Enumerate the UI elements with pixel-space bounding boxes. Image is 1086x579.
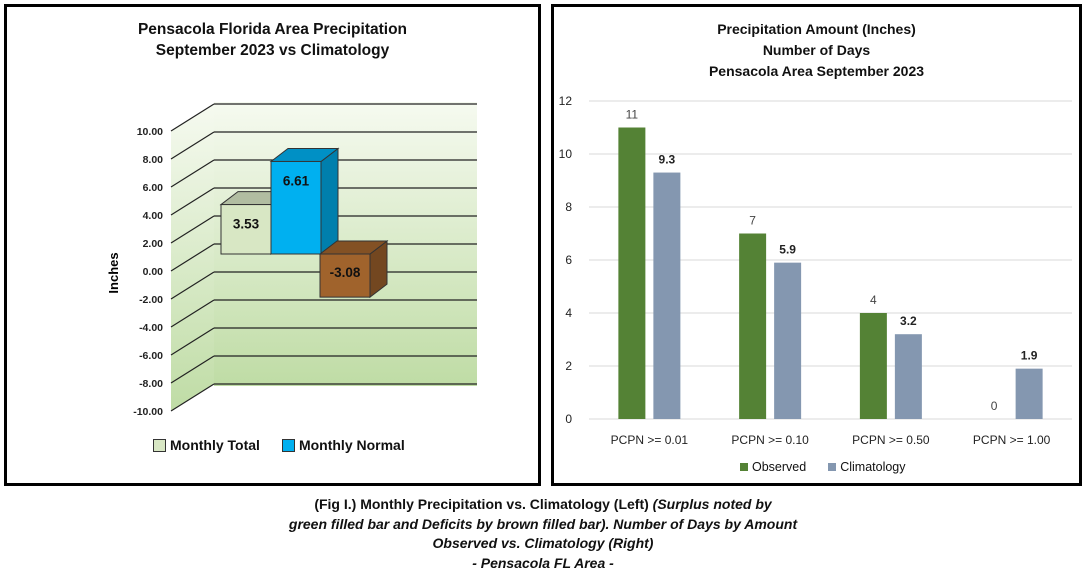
caption-line-3: Observed vs. Climatology (Right) [432, 535, 654, 551]
data-label-climatology: 3.2 [900, 314, 917, 328]
left-y-tick-label: 4.00 [143, 210, 164, 222]
legend-swatch-climatology [828, 463, 837, 471]
left-gridline-diagonal [170, 159, 215, 188]
legend-label-climatology: Climatology [840, 460, 906, 474]
right-y-tick-label: 2 [565, 359, 572, 373]
bar-departure-front [319, 253, 371, 298]
caption-line-1-bold: (Fig I.) Monthly Precipitation vs. Clima… [314, 496, 649, 512]
left-gridline-diagonal [170, 299, 215, 328]
left-chart-plot: 10.00 8.00 6.00 4.00 2.00 0.00 -2.00 -4.00 -6.00… [106, 102, 477, 418]
bar-observed [739, 233, 767, 419]
caption-line-4: - Pensacola FL Area - [472, 554, 614, 571]
right-y-tick-label: 8 [565, 200, 572, 214]
left-y-tick-label: 2.00 [143, 238, 164, 250]
bar-observed [859, 313, 887, 419]
right-title-line-2: Number of Days [762, 42, 871, 58]
legend-label-monthly-total: Monthly Total [170, 437, 260, 453]
left-gridline-diagonal [170, 187, 215, 216]
left-title-line-1: Pensacola Florida Area Precipitation [137, 21, 408, 38]
right-y-tick-label: 0 [565, 412, 572, 426]
legend-item-climatology: Climatology [828, 460, 906, 474]
legend-item-monthly-total: Monthly Total [153, 437, 260, 453]
legend-label-monthly-normal: Monthly Normal [298, 437, 405, 453]
left-y-tick-label: -6.00 [139, 350, 163, 362]
left-y-tick-label: 6.00 [143, 182, 164, 194]
data-label-observed: 0 [991, 399, 998, 413]
right-x-tick-label: PCPN >= 1.00 [973, 433, 1051, 447]
right-chart-title: Precipitation Amount (Inches) Number of … [554, 19, 1079, 82]
left-gridline-diagonal [170, 215, 215, 244]
right-chart-panel: Precipitation Amount (Inches) Number of … [551, 4, 1082, 486]
left-title-line-2: September 2023 vs Climatology [155, 42, 390, 59]
right-title-line-1: Precipitation Amount (Inches) [717, 21, 916, 37]
bar-climatology [894, 334, 922, 419]
data-label-observed: 11 [626, 108, 639, 122]
left-gridline-diagonal [170, 103, 215, 132]
left-y-tick-label: -4.00 [139, 322, 163, 334]
left-y-axis-label: Inches [106, 252, 121, 293]
left-chart-panel: Pensacola Florida Area Precipitation Sep… [4, 4, 541, 486]
right-x-tick-label: PCPN >= 0.10 [731, 433, 809, 447]
data-label-climatology: 9.3 [659, 153, 676, 167]
bar-monthly-normal-side [320, 147, 339, 256]
legend-swatch-monthly-total [153, 438, 166, 452]
bar-departure-label: -3.08 [330, 265, 361, 280]
right-x-tick-label: PCPN >= 0.50 [852, 433, 930, 447]
data-label-observed: 7 [749, 214, 756, 228]
left-gridline-diagonal [170, 243, 215, 272]
right-title-line-3: Pensacola Area September 2023 [708, 63, 925, 79]
right-y-tick-label: 10 [559, 147, 573, 161]
right-x-tick-label: PCPN >= 0.01 [611, 433, 689, 447]
bar-monthly-normal-label: 6.61 [283, 173, 310, 188]
legend-swatch-observed [740, 463, 748, 471]
bar-observed [618, 127, 646, 419]
legend-item-observed: Observed [740, 460, 806, 474]
left-gridline-diagonal [170, 271, 215, 300]
bar-climatology [653, 172, 681, 419]
left-legend: Monthly Total Monthly Normal [153, 437, 427, 453]
data-label-observed: 4 [870, 293, 877, 307]
left-gridline-diagonal [170, 355, 215, 384]
left-y-tick-label: -8.00 [139, 378, 163, 390]
left-y-tick-label: 10.00 [137, 126, 163, 138]
bar-monthly-total-label: 3.53 [233, 217, 260, 232]
bar-climatology [774, 262, 802, 419]
right-legend: Observed Climatology [740, 460, 928, 474]
data-label-climatology: 1.9 [1021, 349, 1038, 363]
left-y-tick-label: -10.00 [133, 406, 163, 418]
right-y-tick-label: 6 [565, 253, 572, 267]
legend-swatch-monthly-normal [281, 438, 295, 452]
bar-climatology [1015, 368, 1043, 419]
caption-line-1-italic: (Surplus noted by [652, 496, 772, 512]
left-gridline-diagonal [170, 131, 215, 160]
right-y-tick-label: 4 [565, 306, 572, 320]
legend-label-observed: Observed [752, 460, 807, 474]
bar-monthly-normal-front [270, 160, 322, 255]
left-y-tick-label: -2.00 [139, 294, 163, 306]
caption-line-2: green filled bar and Deficits by brown f… [288, 515, 798, 532]
left-chart-title: Pensacola Florida Area Precipitation Sep… [7, 19, 538, 61]
figure-caption: (Fig I.) Monthly Precipitation vs. Clima… [0, 495, 1086, 573]
legend-item-monthly-normal: Monthly Normal [281, 437, 405, 453]
caption-line-1: (Fig I.) Monthly Precipitation vs. Clima… [0, 495, 1086, 515]
left-y-tick-label: 8.00 [143, 154, 164, 166]
right-chart-plot: 0 2 4 6 8 10 12 11 9.3 7 5.9 4 3.2 0 1.9 PCPN >= 0.01… [559, 94, 1072, 447]
data-label-climatology: 5.9 [779, 243, 796, 257]
left-gridline-diagonal [170, 327, 215, 356]
left-gridline-diagonal [170, 383, 215, 412]
left-y-tick-label: 0.00 [143, 266, 164, 278]
bar-monthly-normal [269, 147, 340, 256]
right-y-tick-label: 12 [559, 94, 573, 108]
bar-departure [318, 239, 389, 299]
